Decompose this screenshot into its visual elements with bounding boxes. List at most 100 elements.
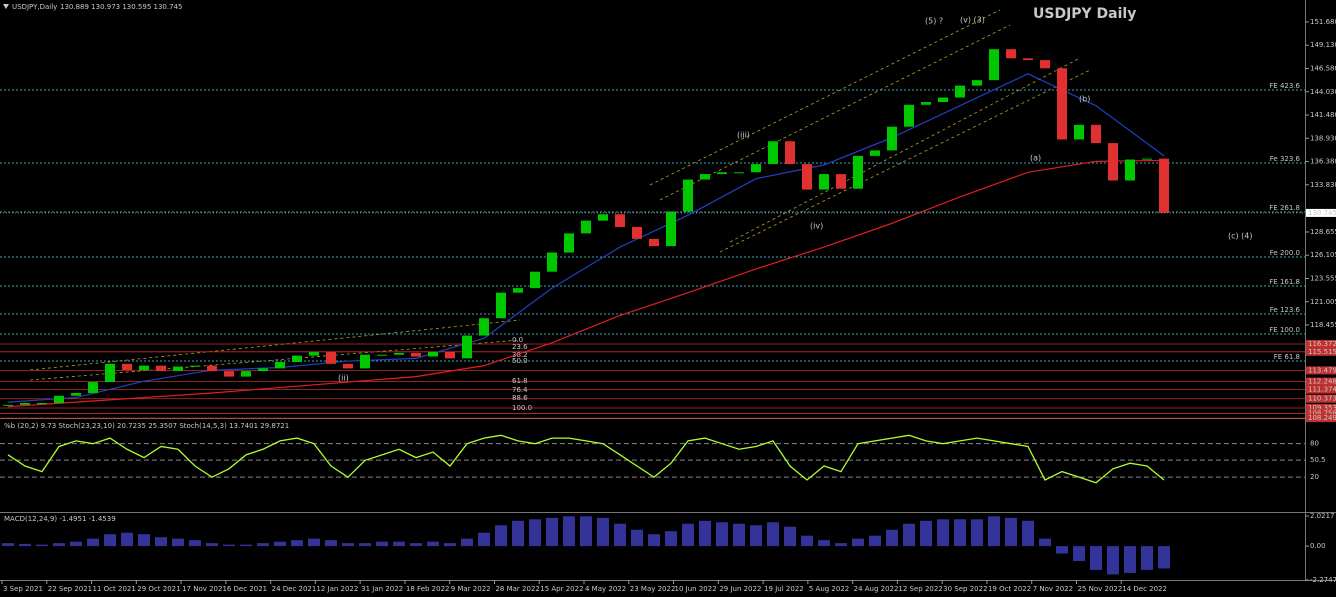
- candle: [1125, 159, 1135, 181]
- x-tick-label: 12 Jan 2022: [316, 585, 358, 593]
- x-tick-label: 23 May 2022: [630, 585, 676, 593]
- y-tick-label: 0.00: [1310, 542, 1326, 550]
- candle: [343, 363, 353, 369]
- macd-bar: [1056, 546, 1068, 554]
- y-tick-label: 136.380: [1310, 158, 1336, 166]
- x-tick-label: 25 Nov 2022: [1077, 585, 1122, 593]
- candle: [411, 352, 421, 357]
- support-tag: [1306, 347, 1336, 356]
- y-tick-label: 126.105: [1310, 251, 1336, 259]
- stoch-line: [7, 434, 1165, 484]
- macd-bar: [1141, 546, 1153, 570]
- candle: [734, 172, 744, 174]
- macd-bar: [1005, 517, 1017, 547]
- candle: [190, 365, 200, 367]
- support-tag: [1306, 394, 1336, 403]
- ohlc-label: 130.889 130.973 130.595 130.745: [60, 3, 182, 11]
- macd-bar: [274, 541, 286, 547]
- fib-label: FE 61.8: [1274, 353, 1300, 361]
- chart-title: USDJPY Daily: [1033, 6, 1136, 22]
- support-label: 110.373: [1308, 395, 1336, 403]
- y-tick-label: 50.5: [1310, 456, 1326, 464]
- x-tick-label: 22 Sep 2021: [48, 585, 92, 593]
- macd-bar: [937, 519, 949, 547]
- candle: [802, 164, 812, 190]
- macd-bar: [750, 525, 762, 547]
- candle: [700, 174, 710, 180]
- support-label: 111.374: [1308, 386, 1336, 394]
- macd-bar: [971, 519, 983, 547]
- macd-bar: [87, 538, 99, 547]
- candle: [394, 352, 404, 355]
- macd-bar: [954, 519, 966, 547]
- x-tick-label: 31 Jan 2022: [361, 585, 403, 593]
- channel-line: [659, 24, 1011, 201]
- wave-label: (v) (3): [960, 16, 985, 25]
- retracement-label: 50.0: [512, 357, 528, 365]
- macd-bar: [1124, 546, 1136, 573]
- candle: [785, 141, 795, 165]
- support-tag: [1306, 414, 1336, 423]
- macd-bar: [461, 538, 473, 547]
- y-tick-label: 144.030: [1310, 88, 1336, 96]
- macd-bar: [818, 540, 830, 547]
- candle: [1040, 60, 1050, 69]
- macd-bar: [155, 537, 167, 547]
- menu-triangle[interactable]: [3, 4, 9, 9]
- y-tick-label: 80: [1310, 440, 1319, 448]
- macd-bar: [546, 517, 558, 547]
- retracement-label: 0.0: [512, 336, 523, 344]
- support-label: 116.372: [1308, 340, 1336, 348]
- wave-label: (c) (4): [1228, 232, 1253, 241]
- channel-line: [729, 57, 1081, 243]
- candle: [258, 368, 268, 372]
- macd-bar: [393, 541, 405, 547]
- wave-label: (iv): [810, 222, 823, 231]
- retracement-label: 88.6: [512, 394, 528, 402]
- fib-label: FE 100.0: [1269, 326, 1300, 334]
- wave-label: (b): [1079, 95, 1090, 104]
- x-tick-label: 3 Sep 2021: [3, 585, 43, 593]
- wave-label: (ii): [338, 374, 349, 383]
- x-tick-label: 29 Jun 2022: [719, 585, 761, 593]
- candle: [122, 363, 132, 371]
- support-tag: [1306, 366, 1336, 375]
- fib-label: Fe 200.0: [1270, 249, 1300, 257]
- candle: [666, 211, 676, 247]
- candle: [530, 271, 540, 289]
- candle: [513, 288, 523, 293]
- y-tick-label: 20: [1310, 473, 1319, 481]
- x-tick-label: 19 Jul 2022: [764, 585, 804, 593]
- macd-bar: [376, 541, 388, 547]
- y-tick-label: 118.455: [1310, 321, 1336, 329]
- candle: [88, 382, 98, 394]
- x-tick-label: 11 Oct 2021: [93, 585, 136, 593]
- channel-line: [29, 339, 521, 381]
- panel-label: %b (20,2) 9.73 Stoch(23,23,10) 20.7235 2…: [4, 422, 289, 430]
- candle: [445, 351, 455, 359]
- candle: [564, 233, 574, 253]
- macd-bar: [784, 526, 796, 547]
- candle: [819, 174, 829, 190]
- candle: [989, 49, 999, 81]
- x-tick-label: 10 Jun 2022: [675, 585, 717, 593]
- candle: [241, 371, 251, 377]
- candle: [972, 80, 982, 86]
- x-tick-label: 19 Oct 2022: [988, 585, 1031, 593]
- candle: [938, 97, 948, 103]
- retracement-label: 100.0: [512, 404, 532, 412]
- support-label: 108.758: [1308, 409, 1336, 417]
- macd-bar: [2, 543, 14, 547]
- y-tick-label: 2.0217: [1310, 512, 1335, 520]
- macd-bar: [665, 531, 677, 547]
- y-tick-label: 146.580: [1310, 64, 1336, 72]
- fib-label: Fe 123.6: [1270, 306, 1301, 314]
- macd-bar: [121, 532, 133, 547]
- x-tick-label: 29 Oct 2021: [137, 585, 180, 593]
- macd-bar: [512, 520, 524, 547]
- candle: [156, 365, 166, 372]
- macd-bar: [648, 534, 660, 547]
- candle: [1006, 49, 1016, 59]
- current-price-label: 130.745: [1308, 209, 1336, 217]
- macd-bar: [308, 538, 320, 547]
